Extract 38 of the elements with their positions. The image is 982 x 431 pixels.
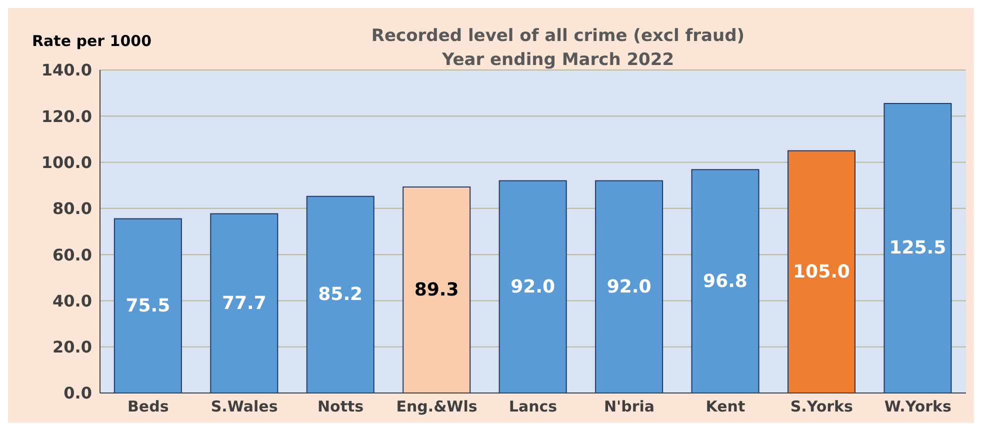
chart-title: Recorded level of all crime (excl fraud) — [370, 25, 746, 48]
bar — [402, 186, 471, 393]
y-axis-title: Rate per 1000 — [32, 32, 152, 50]
x-tick-label: S.Wales — [210, 398, 278, 416]
y-tick-label: 100.0 — [41, 152, 92, 172]
y-tick-label: 40.0 — [52, 291, 92, 310]
data-label: 105.0 — [793, 261, 850, 282]
x-tick-label: Eng.&Wls — [396, 398, 478, 416]
x-tick-label: W.Yorks — [884, 398, 952, 416]
bar — [884, 102, 952, 393]
y-tick-label: 20.0 — [52, 338, 92, 357]
x-tick-label: Kent — [706, 398, 746, 416]
x-tick-label: Lancs — [508, 398, 558, 416]
chart-subtitle: Year ending March 2022 — [440, 49, 676, 72]
bar — [691, 169, 760, 393]
data-label: 75.5 — [126, 295, 170, 316]
bar — [498, 180, 567, 393]
data-label: 125.5 — [889, 238, 946, 259]
y-tick-label: 80.0 — [52, 199, 92, 218]
data-label: 92.0 — [510, 276, 556, 298]
x-tick-label: S.Yorks — [790, 398, 854, 416]
y-tick-label: 60.0 — [52, 245, 92, 264]
x-tick-label: Beds — [127, 398, 169, 416]
data-label: 85.2 — [318, 284, 363, 306]
y-tick-label: 0.0 — [64, 384, 92, 403]
bar — [787, 150, 856, 393]
y-tick-label: 140.0 — [41, 60, 92, 80]
x-tick-label: Notts — [317, 398, 364, 416]
data-label: 77.7 — [222, 292, 266, 314]
bar — [306, 196, 374, 393]
y-tick-label: 120.0 — [41, 106, 92, 126]
data-label: 96.8 — [703, 270, 748, 292]
data-label: 89.3 — [414, 279, 459, 300]
data-label: 92.0 — [606, 276, 652, 298]
bar — [595, 180, 664, 393]
bar — [114, 218, 182, 393]
bar — [210, 213, 278, 393]
x-tick-label: N'bria — [604, 398, 654, 416]
